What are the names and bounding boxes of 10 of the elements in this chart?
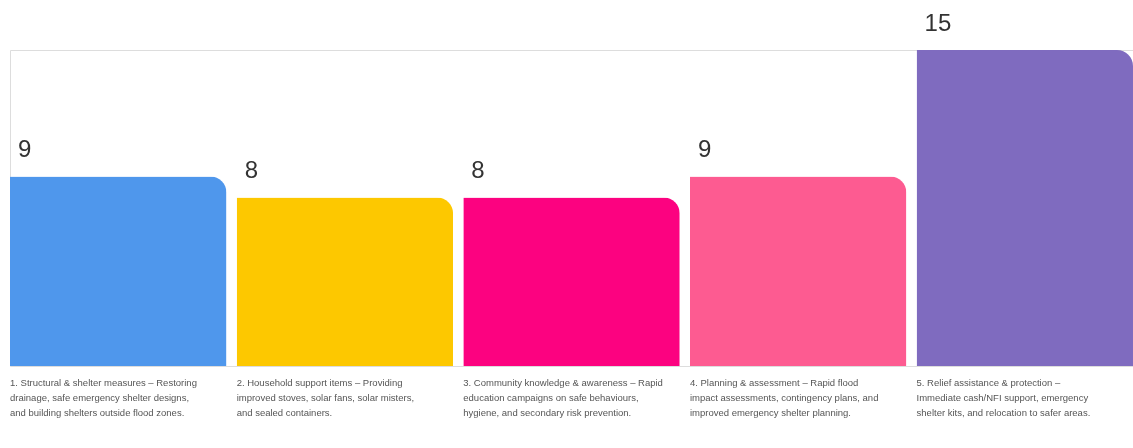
data-label: 15 [924,9,952,36]
x-tick-label: 2. Household support items – Providing improved stoves, solar fans, solar misters, and sealed containers. [236,377,415,418]
data-label: 9 [18,135,32,163]
data-label: 8 [244,156,258,184]
x-tick-label: 4. Planning & assessment – Rapid flood impact assessments, contingency plans, and improved emergency shelter planning. [689,377,879,418]
x-tick-label: 3. Community knowledge & awareness – Rapid education campaigns on safe behaviours, hygiene, and secondary risk prevention. [463,377,663,418]
x-tick-label: 1. Structural & shelter measures – Restoring drainage, safe emergency shelter designs, and building shelters outside flood zones. [10,377,197,418]
data-label: 8 [471,156,485,184]
x-tick-label: 5. Relief assistance & protection – Immediate cash/NFI support, emergency shelter kits, and relocation to safer areas. [916,377,1091,418]
data-label: 9 [697,135,712,163]
